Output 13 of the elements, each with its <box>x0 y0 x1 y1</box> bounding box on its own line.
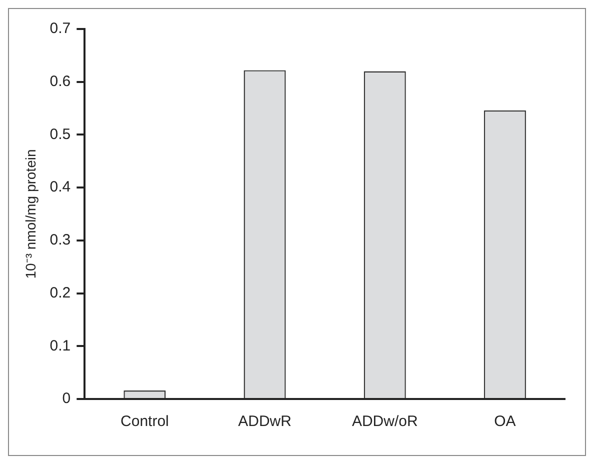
x-tick-label: OA <box>494 413 516 430</box>
y-tick-label: 0.7 <box>50 20 71 38</box>
y-tick-label: 0.2 <box>50 284 71 302</box>
x-tick-label: ADDwR <box>238 413 292 430</box>
y-tick-label: 0 <box>62 390 71 408</box>
y-tick-label: 0.4 <box>50 178 71 196</box>
y-axis-title: 10⁻³ nmol/mg protein <box>22 149 38 279</box>
x-tick-label: Control <box>120 413 169 430</box>
y-tick-label: 0.3 <box>50 232 71 249</box>
x-tick-label: ADDw/oR <box>352 413 418 430</box>
y-tick-label: 0.5 <box>50 126 71 143</box>
y-tick-label: 0.1 <box>50 337 71 354</box>
y-tick-label: 0.6 <box>50 73 71 90</box>
